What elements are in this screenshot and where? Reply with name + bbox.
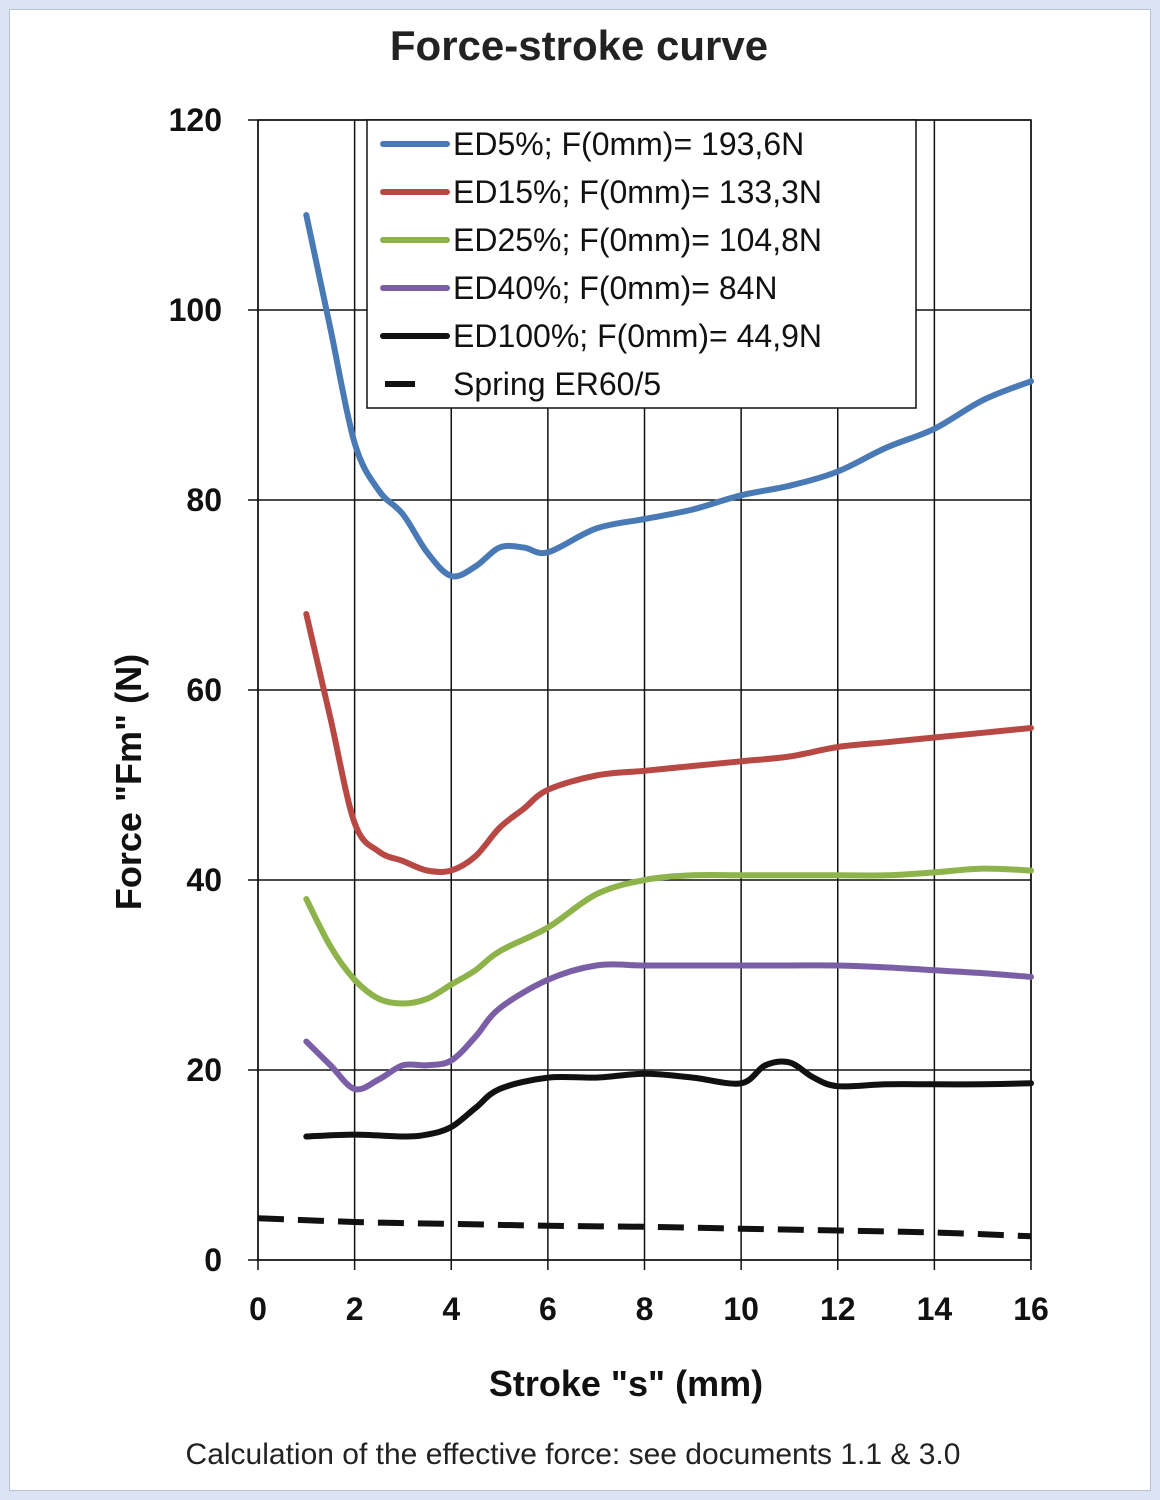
x-tick-label: 14 [917,1291,953,1327]
legend-label-5: Spring ER60/5 [453,366,661,402]
series-line-2 [303,865,1034,1007]
y-axis-title: Force "Fm" (N) [108,654,149,910]
x-tick-label: 2 [346,1291,364,1327]
series-line-4 [303,1058,1034,1140]
x-tick-label: 4 [442,1291,460,1327]
force-stroke-chart: 0 2 4 6 8 10 12 14 16 0 20 40 60 80 100 120 Force-strok… [108,22,1049,1471]
legend-label-0: ED5%; F(0mm)= 193,6N [453,126,804,162]
chart-frame: 0 2 4 6 8 10 12 14 16 0 20 40 60 80 100 120 Force-strok… [9,9,1151,1491]
legend-label-2: ED25%; F(0mm)= 104,8N [453,222,822,258]
series-group [257,212,1034,1240]
x-tick-label: 16 [1013,1291,1049,1327]
y-tick-label: 60 [186,672,222,708]
legend-box [366,119,917,409]
axes: 0 2 4 6 8 10 12 14 16 0 20 40 60 80 100 120 [169,102,1049,1327]
series-line-5 [257,1215,1032,1240]
x-tick-label: 0 [249,1291,267,1327]
series-line-1 [303,611,1034,875]
y-tick-label: 100 [169,292,222,328]
legend-label-1: ED15%; F(0mm)= 133,3N [453,174,822,210]
chart-title: Force-stroke curve [390,22,768,69]
y-tick-label: 80 [186,482,222,518]
series-line-0 [303,212,1034,580]
x-tick-label: 8 [636,1291,654,1327]
y-tick-label: 20 [186,1052,222,1088]
legend-label-3: ED40%; F(0mm)= 84N [453,270,778,306]
footnote: Calculation of the effective force: see … [186,1438,961,1471]
x-tick-label: 6 [539,1291,557,1327]
series-line-3 [303,961,1034,1093]
x-tick-label: 10 [723,1291,759,1327]
y-tick-label: 0 [204,1242,222,1278]
x-axis-title: Stroke "s" (mm) [489,1363,763,1404]
y-tick-label: 40 [186,862,222,898]
legend-label-4: ED100%; F(0mm)= 44,9N [453,318,822,354]
x-tick-label: 12 [820,1291,856,1327]
y-tick-label: 120 [169,102,222,138]
legend: ED5%; F(0mm)= 193,6N ED15%; F(0mm)= 133,3… [366,119,917,409]
